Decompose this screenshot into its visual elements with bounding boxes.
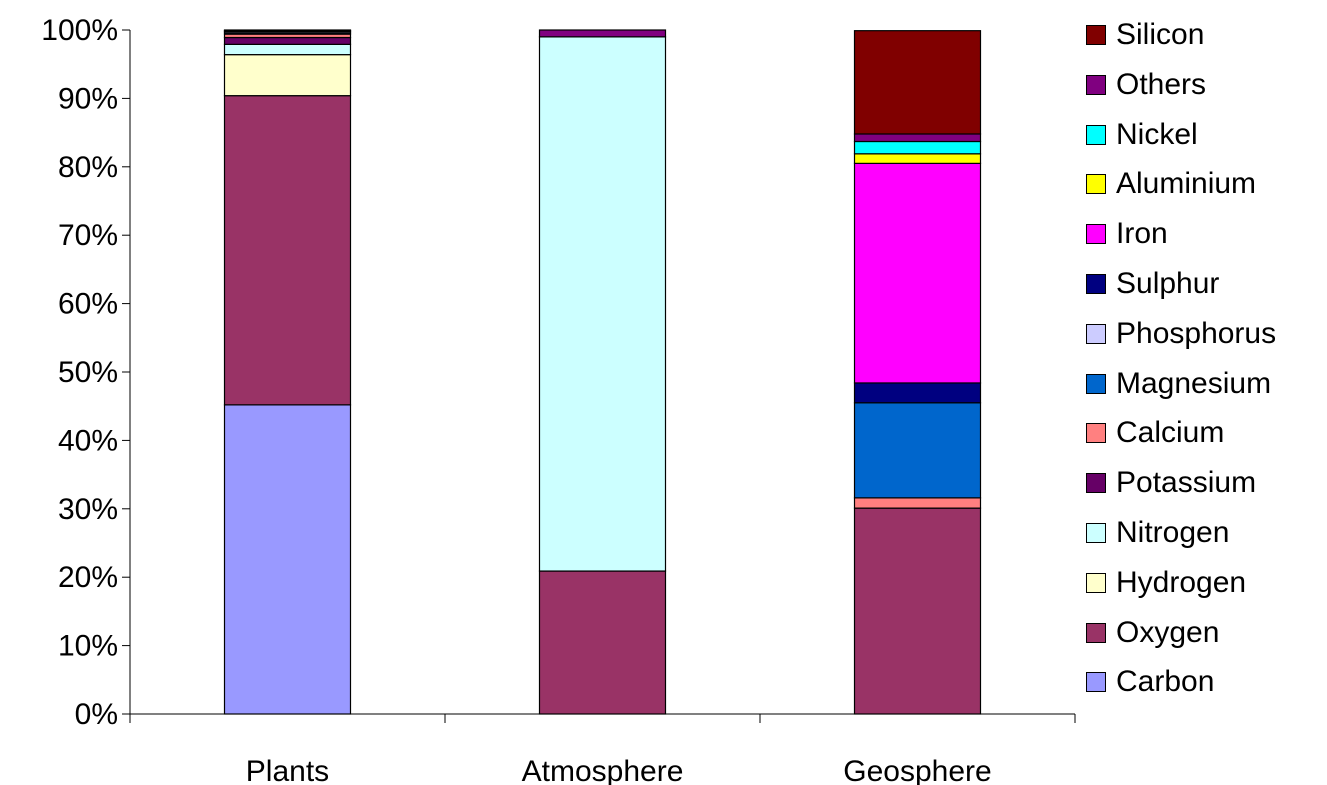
y-tick-label: 80% — [58, 151, 118, 184]
bar-plants-carbon — [223, 404, 352, 715]
x-category-label: Plants — [246, 755, 329, 785]
legend-swatch — [1086, 473, 1106, 494]
legend-item-iron: Iron — [1086, 214, 1168, 254]
legend-swatch — [1086, 25, 1106, 45]
legend-swatch — [1086, 74, 1106, 95]
legend-item-nickel: Nickel — [1086, 115, 1198, 155]
bar-geosphere-calcium — [853, 497, 982, 509]
legend-label: Oxygen — [1116, 615, 1220, 649]
legend-label: Hydrogen — [1116, 565, 1247, 599]
legend-swatch — [1086, 622, 1106, 643]
y-tick-label: 60% — [58, 288, 118, 321]
legend-swatch — [1086, 124, 1106, 145]
bar-geosphere-aluminium — [853, 153, 982, 164]
legend-label: Carbon — [1116, 665, 1215, 699]
y-tick-label: 90% — [58, 82, 118, 115]
bar-geosphere-silicon — [853, 30, 982, 135]
legend-swatch — [1086, 373, 1106, 394]
legend-item-nitrogen: Nitrogen — [1086, 513, 1229, 553]
bar-plants-hydrogen — [223, 54, 352, 97]
bars-layer — [223, 29, 982, 715]
legend-item-oxygen: Oxygen — [1086, 613, 1219, 653]
legend-label: Others — [1116, 67, 1207, 101]
legend-label: Calcium — [1116, 416, 1225, 450]
legend-swatch — [1086, 672, 1106, 693]
legend-swatch — [1086, 274, 1106, 294]
legend-item-magnesium: Magnesium — [1086, 364, 1271, 404]
legend-label: Magnesium — [1116, 366, 1272, 400]
axes-layer: 0% 10% 20% 30% 40% 50% 60% 70% 80% 90% 100% Plants A… — [41, 14, 1076, 785]
legend-item-phosphorus: Phosphorus — [1086, 314, 1276, 354]
y-tick-label: 50% — [58, 356, 118, 389]
legend-label: Phosphorus — [1116, 316, 1277, 350]
legend-label: Iron — [1116, 217, 1168, 251]
x-category-label: Atmosphere — [522, 755, 684, 785]
legend-item-others: Others — [1086, 65, 1206, 105]
y-tick-label: 20% — [58, 561, 118, 594]
legend-swatch — [1086, 423, 1106, 444]
legend-item-hydrogen: Hydrogen — [1086, 563, 1246, 603]
y-tick-label: 0% — [75, 698, 118, 731]
legend-item-potassium: Potassium — [1086, 463, 1256, 503]
bar-geosphere-others — [853, 133, 982, 143]
legend-label: Nitrogen — [1116, 516, 1230, 549]
y-tick-label: 70% — [58, 219, 118, 252]
y-tick-label: 100% — [41, 14, 118, 47]
legend-label: Nickel — [1116, 117, 1198, 151]
y-tick-label: 30% — [58, 493, 118, 526]
legend-item-aluminium: Aluminium — [1086, 164, 1256, 204]
bar-atmosphere-oxygen — [538, 570, 667, 715]
legend-item-sulphur: Sulphur — [1086, 264, 1219, 304]
legend-swatch — [1086, 174, 1106, 195]
y-tick-label: 10% — [58, 630, 118, 663]
bar-geosphere-iron — [853, 162, 982, 384]
bar-plants-nitrogen — [223, 43, 352, 56]
bar-plants-others — [223, 29, 352, 32]
bar-geosphere-magnesium — [853, 402, 982, 499]
legend-label: Aluminium — [1116, 167, 1257, 201]
legend-item-carbon: Carbon — [1086, 662, 1214, 702]
legend-swatch — [1086, 572, 1106, 593]
bar-plants-oxygen — [223, 95, 352, 406]
bar-plants-potassium — [223, 36, 352, 45]
bar-geosphere-oxygen — [853, 507, 982, 715]
bar-geosphere-nickel — [853, 140, 982, 155]
bar-atmosphere-nitrogen — [538, 36, 667, 572]
legend-label: Sulphur — [1116, 267, 1220, 300]
y-tick-label: 40% — [58, 424, 118, 457]
x-category-label: Geosphere — [843, 755, 991, 785]
legend-swatch — [1086, 323, 1106, 344]
legend-item-silicon: Silicon — [1086, 15, 1204, 55]
legend-swatch — [1086, 523, 1106, 543]
bar-atmosphere-others — [538, 29, 667, 38]
legend-label: Silicon — [1116, 18, 1205, 51]
legend-label: Potassium — [1116, 466, 1257, 500]
bar-geosphere-sulphur — [853, 382, 982, 404]
legend-item-calcium: Calcium — [1086, 413, 1224, 453]
legend-swatch — [1086, 224, 1106, 245]
